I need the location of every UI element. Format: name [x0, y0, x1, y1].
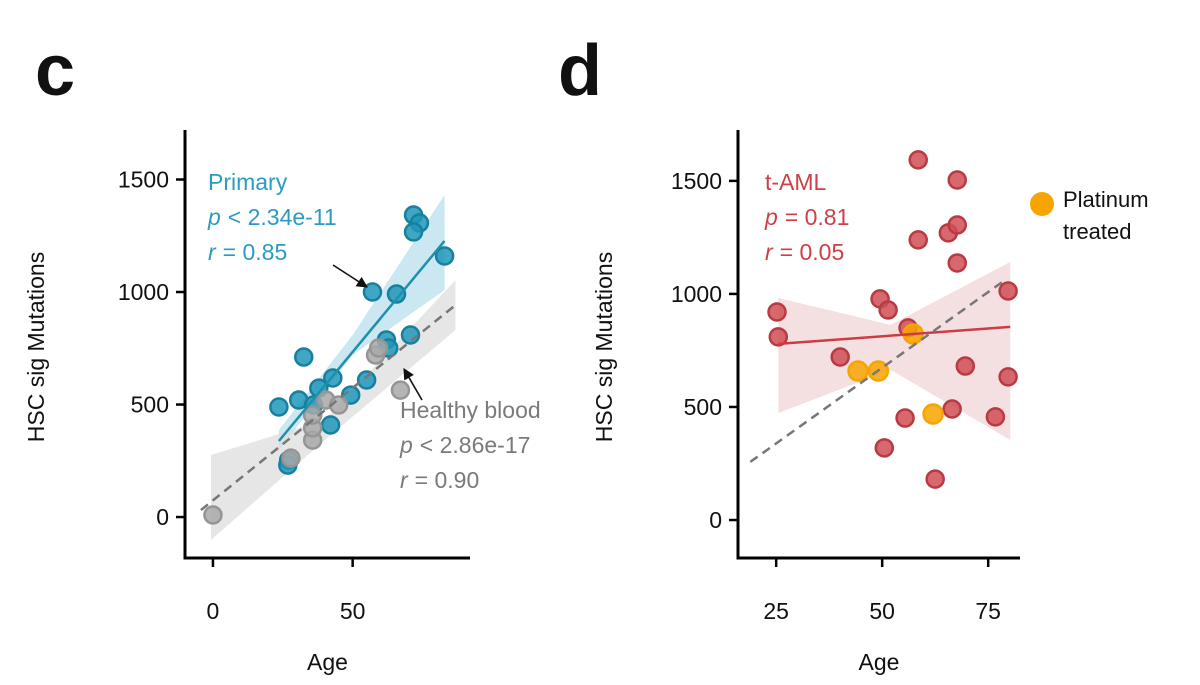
stat-symbol: p: [399, 432, 413, 458]
data-point: [908, 230, 928, 250]
data-point: [356, 370, 377, 390]
data-point: [925, 469, 945, 489]
data-point: [768, 327, 789, 347]
annotation-stat: r = 0.05: [765, 239, 844, 265]
fit-line: [277, 240, 446, 442]
data-point: [922, 403, 944, 425]
data-point: [947, 253, 967, 273]
data-point: [302, 405, 323, 425]
data-point: [947, 215, 967, 235]
annotation-stat: p < 2.34e-11: [207, 204, 337, 230]
fit-line: [778, 325, 1011, 346]
y-tick-label: 1500: [118, 167, 169, 193]
data-point: [203, 505, 223, 525]
y-axis-label: HSC sig Mutations: [23, 252, 49, 442]
annotation-stat: p = 0.81: [764, 204, 849, 230]
data-point: [767, 302, 787, 322]
annotation-stat: r = 0.90: [400, 467, 479, 493]
annotation-stat: r = 0.85: [208, 239, 287, 265]
annotation-title: Primary: [208, 169, 288, 195]
y-tick-label: 500: [684, 394, 722, 420]
data-point: [434, 246, 455, 266]
data-point: [895, 408, 915, 428]
data-point: [955, 356, 976, 376]
x-tick-label: 50: [869, 598, 895, 624]
y-tick-label: 1500: [671, 168, 722, 194]
fit-line: [749, 278, 1006, 463]
legend-marker: [1030, 192, 1054, 216]
data-point: [847, 360, 869, 382]
data-point: [830, 347, 850, 367]
stat-value: < 2.86e-17: [420, 432, 531, 458]
annotation-stat: p < 2.86e-17: [399, 432, 530, 458]
panel-label: c: [35, 31, 75, 111]
data-point: [386, 284, 407, 304]
annotation-arrow: [332, 264, 368, 288]
x-tick-label: 50: [340, 598, 366, 624]
y-axis-label: HSC sig Mutations: [591, 252, 617, 442]
stat-value: < 2.34e-11: [228, 204, 337, 230]
annotation-title: t-AML: [765, 169, 827, 195]
x-tick-label: 0: [207, 598, 220, 624]
stat-symbol: p: [764, 204, 778, 230]
y-tick-label: 0: [709, 507, 722, 533]
y-tick-label: 1000: [671, 281, 722, 307]
data-point: [403, 222, 424, 242]
data-point: [878, 300, 898, 320]
data-point: [320, 415, 341, 435]
data-point: [874, 438, 895, 458]
stat-symbol: p: [207, 204, 221, 230]
data-point: [269, 397, 289, 417]
data-point: [390, 380, 411, 400]
x-tick-label: 25: [763, 598, 789, 624]
x-axis-label: Age: [859, 649, 900, 675]
annotation-arrow: [403, 368, 423, 401]
y-tick-label: 0: [156, 504, 169, 530]
panel-label: d: [558, 31, 602, 111]
y-tick-label: 500: [131, 392, 169, 418]
annotation-title: Healthy blood: [400, 397, 541, 423]
data-point: [294, 347, 314, 367]
stat-value: = 0.81: [785, 204, 850, 230]
stat-symbol: r: [208, 239, 217, 265]
data-point: [368, 338, 389, 358]
data-point: [908, 150, 928, 170]
x-axis-label: Age: [307, 649, 348, 675]
data-point: [998, 281, 1018, 301]
stat-symbol: r: [400, 467, 409, 493]
stat-value: = 0.90: [415, 467, 480, 493]
data-point: [998, 367, 1018, 387]
data-point: [362, 282, 383, 302]
confidence-band: [210, 280, 456, 540]
stat-value: = 0.05: [780, 239, 845, 265]
data-point: [942, 399, 962, 419]
x-tick-label: 75: [975, 598, 1001, 624]
stat-value: = 0.85: [223, 239, 288, 265]
confidence-band: [778, 261, 1011, 440]
y-tick-label: 1000: [118, 279, 169, 305]
legend-label: Platinum treated: [1063, 187, 1149, 244]
fit-line: [200, 304, 457, 512]
data-point: [985, 407, 1006, 427]
data-point: [281, 448, 301, 468]
stat-symbol: r: [765, 239, 774, 265]
data-point: [947, 170, 967, 190]
